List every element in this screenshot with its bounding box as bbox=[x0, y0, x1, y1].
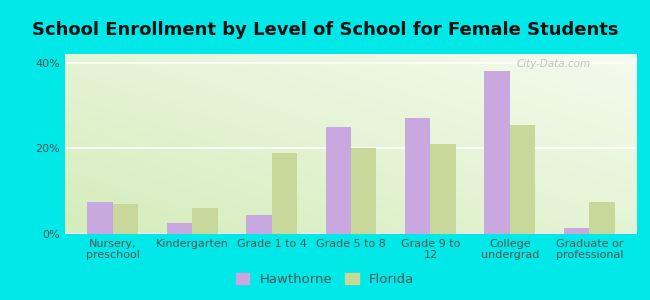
Bar bbox=[326, 127, 351, 234]
Text: City-Data.com: City-Data.com bbox=[517, 59, 591, 69]
Bar bbox=[166, 223, 192, 234]
Bar bbox=[87, 202, 112, 234]
Bar bbox=[484, 71, 510, 234]
Bar bbox=[510, 125, 536, 234]
Bar bbox=[590, 202, 615, 234]
Text: School Enrollment by Level of School for Female Students: School Enrollment by Level of School for… bbox=[32, 21, 618, 39]
Bar bbox=[351, 148, 376, 234]
Bar bbox=[564, 228, 590, 234]
Bar bbox=[246, 215, 272, 234]
Bar bbox=[192, 208, 218, 234]
Bar bbox=[430, 144, 456, 234]
Bar bbox=[272, 153, 297, 234]
Bar bbox=[112, 204, 138, 234]
Legend: Hawthorne, Florida: Hawthorne, Florida bbox=[231, 269, 419, 290]
Bar bbox=[405, 118, 430, 234]
